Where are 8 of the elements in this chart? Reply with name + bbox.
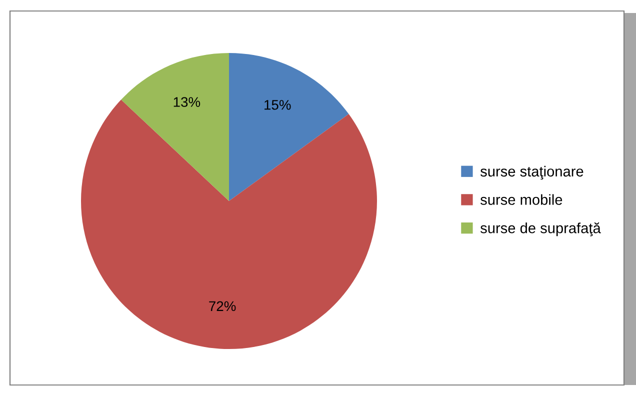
data-label: 15% [264, 100, 291, 110]
pie-slice [121, 53, 229, 201]
legend-label: surse staţionare [480, 166, 584, 180]
pie-slice [229, 53, 349, 201]
data-label: 72% [209, 301, 236, 312]
legend-label: surse de suprafaţă [480, 222, 601, 236]
data-label: 13% [174, 97, 200, 107]
legend-label: surse mobile [480, 194, 562, 205]
